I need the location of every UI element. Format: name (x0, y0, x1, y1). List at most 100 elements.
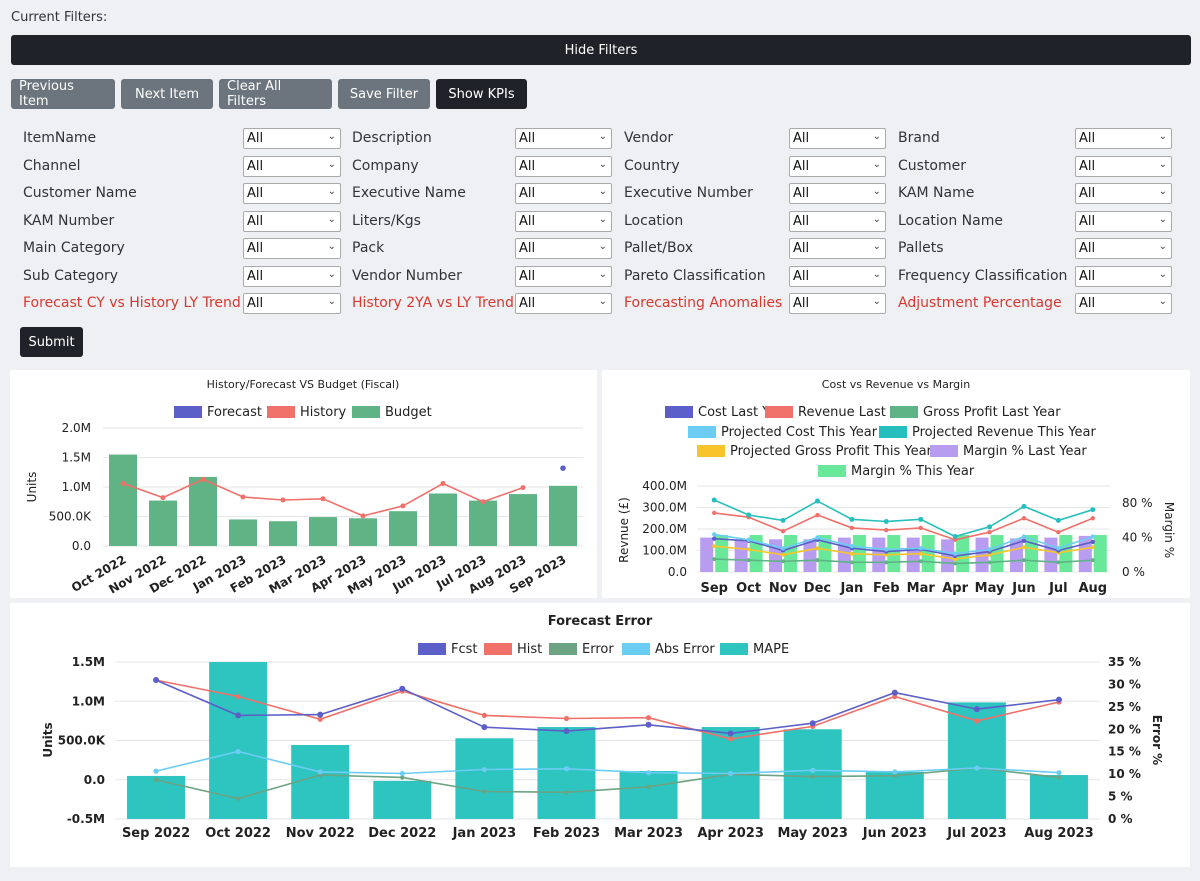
data-point-gross-profit-ly (746, 558, 751, 563)
filter-select-vendor-number[interactable]: All ⌄ (515, 265, 612, 287)
filter-select-channel[interactable]: All ⌄ (243, 155, 341, 177)
show-kpis-button[interactable]: Show KPIs (436, 79, 527, 109)
chevron-down-icon: ⌄ (1158, 268, 1167, 280)
legend-label-history-forecast: History (300, 405, 347, 420)
filter-label-location: Location (624, 212, 684, 229)
forecast-point (560, 465, 566, 471)
filter-select-value: All (1079, 296, 1096, 311)
chevron-down-icon: ⌄ (327, 296, 336, 307)
data-point-history (480, 499, 486, 505)
filter-select-liters-kgs[interactable]: All ⌄ (515, 210, 612, 232)
filter-select-itemname[interactable]: All ⌄ (243, 128, 341, 149)
filter-select-forecast-cy-vs-history-ly-trend[interactable]: All ⌄ (243, 293, 341, 314)
x-tick-label: Jun 2023 (862, 826, 927, 841)
x-tick-label: Feb 2023 (533, 826, 600, 841)
filter-label-forecasting-anomalies: Forecasting Anomalies (624, 295, 783, 311)
data-point-error (482, 789, 487, 794)
filter-select-forecasting-anomalies[interactable]: All ⌄ (789, 293, 886, 314)
x-tick-label: Sep 2022 (122, 826, 190, 841)
filter-select-value: All (793, 131, 810, 146)
x-tick-label: Feb (873, 581, 899, 596)
data-point-projected-cost (712, 532, 717, 537)
filter-label-company: Company (352, 157, 419, 174)
data-point-fcst (809, 720, 816, 727)
filter-select-pareto-classification[interactable]: All ⌄ (789, 265, 886, 287)
save-filter-button[interactable]: Save Filter (338, 79, 430, 109)
chevron-down-icon: ⌄ (1158, 241, 1167, 252)
filter-select-executive-name[interactable]: All ⌄ (515, 183, 612, 204)
data-point-cost-ly (712, 536, 717, 541)
filter-select-brand[interactable]: All ⌄ (1075, 128, 1172, 149)
budget-bar (309, 517, 337, 546)
filter-select-country[interactable]: All ⌄ (789, 155, 886, 177)
filter-select-customer[interactable]: All ⌄ (1075, 155, 1172, 177)
filter-select-kam-name[interactable]: All ⌄ (1075, 183, 1172, 204)
data-point-revenue-ly (1056, 530, 1061, 535)
history-forecast-chart: History/Forecast VS Budget (Fiscal) Forec… (25, 378, 583, 597)
hide-filters-button[interactable]: Hide Filters (11, 35, 1191, 65)
series-line-gross-profit-ly (714, 558, 1093, 565)
submit-button[interactable]: Submit (20, 327, 83, 357)
chevron-down-icon: ⌄ (598, 158, 607, 170)
margin-ty-bar (818, 535, 832, 572)
budget-bar (549, 485, 577, 546)
filter-select-location[interactable]: All ⌄ (789, 210, 886, 232)
x-tick-label: Jul (1048, 581, 1068, 596)
filter-select-description[interactable]: All ⌄ (515, 128, 612, 149)
data-point-fcst (481, 724, 488, 731)
data-point-error (892, 773, 897, 779)
data-point-error (235, 796, 241, 801)
mape-bar (865, 771, 924, 819)
filter-select-company[interactable]: All ⌄ (515, 155, 612, 177)
data-point-cost-ly (1021, 538, 1027, 544)
filter-select-value: All (247, 186, 264, 201)
y-tick-label: 1.0M (62, 480, 91, 494)
chevron-down-icon: ⌄ (1158, 131, 1167, 142)
filter-select-pallets[interactable]: All ⌄ (1075, 238, 1172, 259)
budget-bar (189, 476, 217, 546)
legend-swatch-cost-revenue (765, 406, 793, 418)
clear-all-filters-button[interactable]: Clear All Filters (219, 79, 332, 109)
filter-select-sub-category[interactable]: All ⌄ (243, 265, 341, 287)
data-point-projected-cost (1090, 534, 1095, 539)
legend-label-history-forecast: Budget (385, 405, 432, 420)
y-tick-label: 400.0M (642, 479, 687, 493)
previous-item-button[interactable]: Previous Item (11, 79, 115, 109)
filter-select-adjustment-percentage[interactable]: All ⌄ (1075, 293, 1172, 314)
filter-select-main-category[interactable]: All ⌄ (243, 238, 341, 259)
data-point-fcst (399, 685, 406, 692)
filter-select-pallet-box[interactable]: All ⌄ (789, 238, 886, 259)
filter-select-kam-number[interactable]: All ⌄ (243, 210, 341, 232)
filter-select-value: All (247, 241, 264, 256)
x-tick-label: Apr (942, 581, 968, 596)
filter-select-vendor[interactable]: All ⌄ (789, 128, 886, 149)
data-point-fcst (645, 721, 652, 728)
data-point-gross-profit-ly (781, 559, 786, 564)
next-item-button[interactable]: Next Item (121, 79, 213, 109)
data-point-projected-gp (712, 544, 717, 549)
filter-select-value: All (1079, 186, 1096, 201)
forecast-error-chart: Forecast Error Fcst Hist Error Abs Error MAPE… (41, 614, 1164, 841)
data-point-hist (645, 715, 652, 721)
filter-select-executive-number[interactable]: All ⌄ (789, 183, 886, 204)
chevron-down-icon: ⌄ (598, 241, 607, 252)
filter-label-sub-category: Sub Category (23, 267, 119, 284)
filter-select-customer-name[interactable]: All ⌄ (243, 183, 341, 204)
filter-label-customer-name: Customer Name (23, 185, 137, 201)
filter-select-frequency-classification[interactable]: All ⌄ (1075, 265, 1172, 287)
filter-select-value: All (247, 296, 264, 311)
margin-ly-bar (734, 540, 748, 572)
filter-label-adjustment-percentage: Adjustment Percentage (898, 295, 1062, 311)
filter-select-value: All (519, 131, 536, 146)
filter-select-location-name[interactable]: All ⌄ (1075, 210, 1172, 232)
y2-tick-label: 15 % (1108, 745, 1141, 759)
data-point-abs-error (153, 768, 159, 774)
filter-select-pack[interactable]: All ⌄ (515, 238, 612, 259)
filter-label-pareto-classification: Pareto Classification (624, 267, 766, 284)
data-point-error (1056, 775, 1062, 780)
mape-bar (209, 662, 268, 819)
filter-select-history-2ya-vs-ly-trend[interactable]: All ⌄ (515, 293, 612, 314)
data-point-projected-gp (815, 546, 820, 551)
data-point-projected-revenue (1055, 517, 1061, 523)
filter-select-value: All (247, 131, 264, 146)
